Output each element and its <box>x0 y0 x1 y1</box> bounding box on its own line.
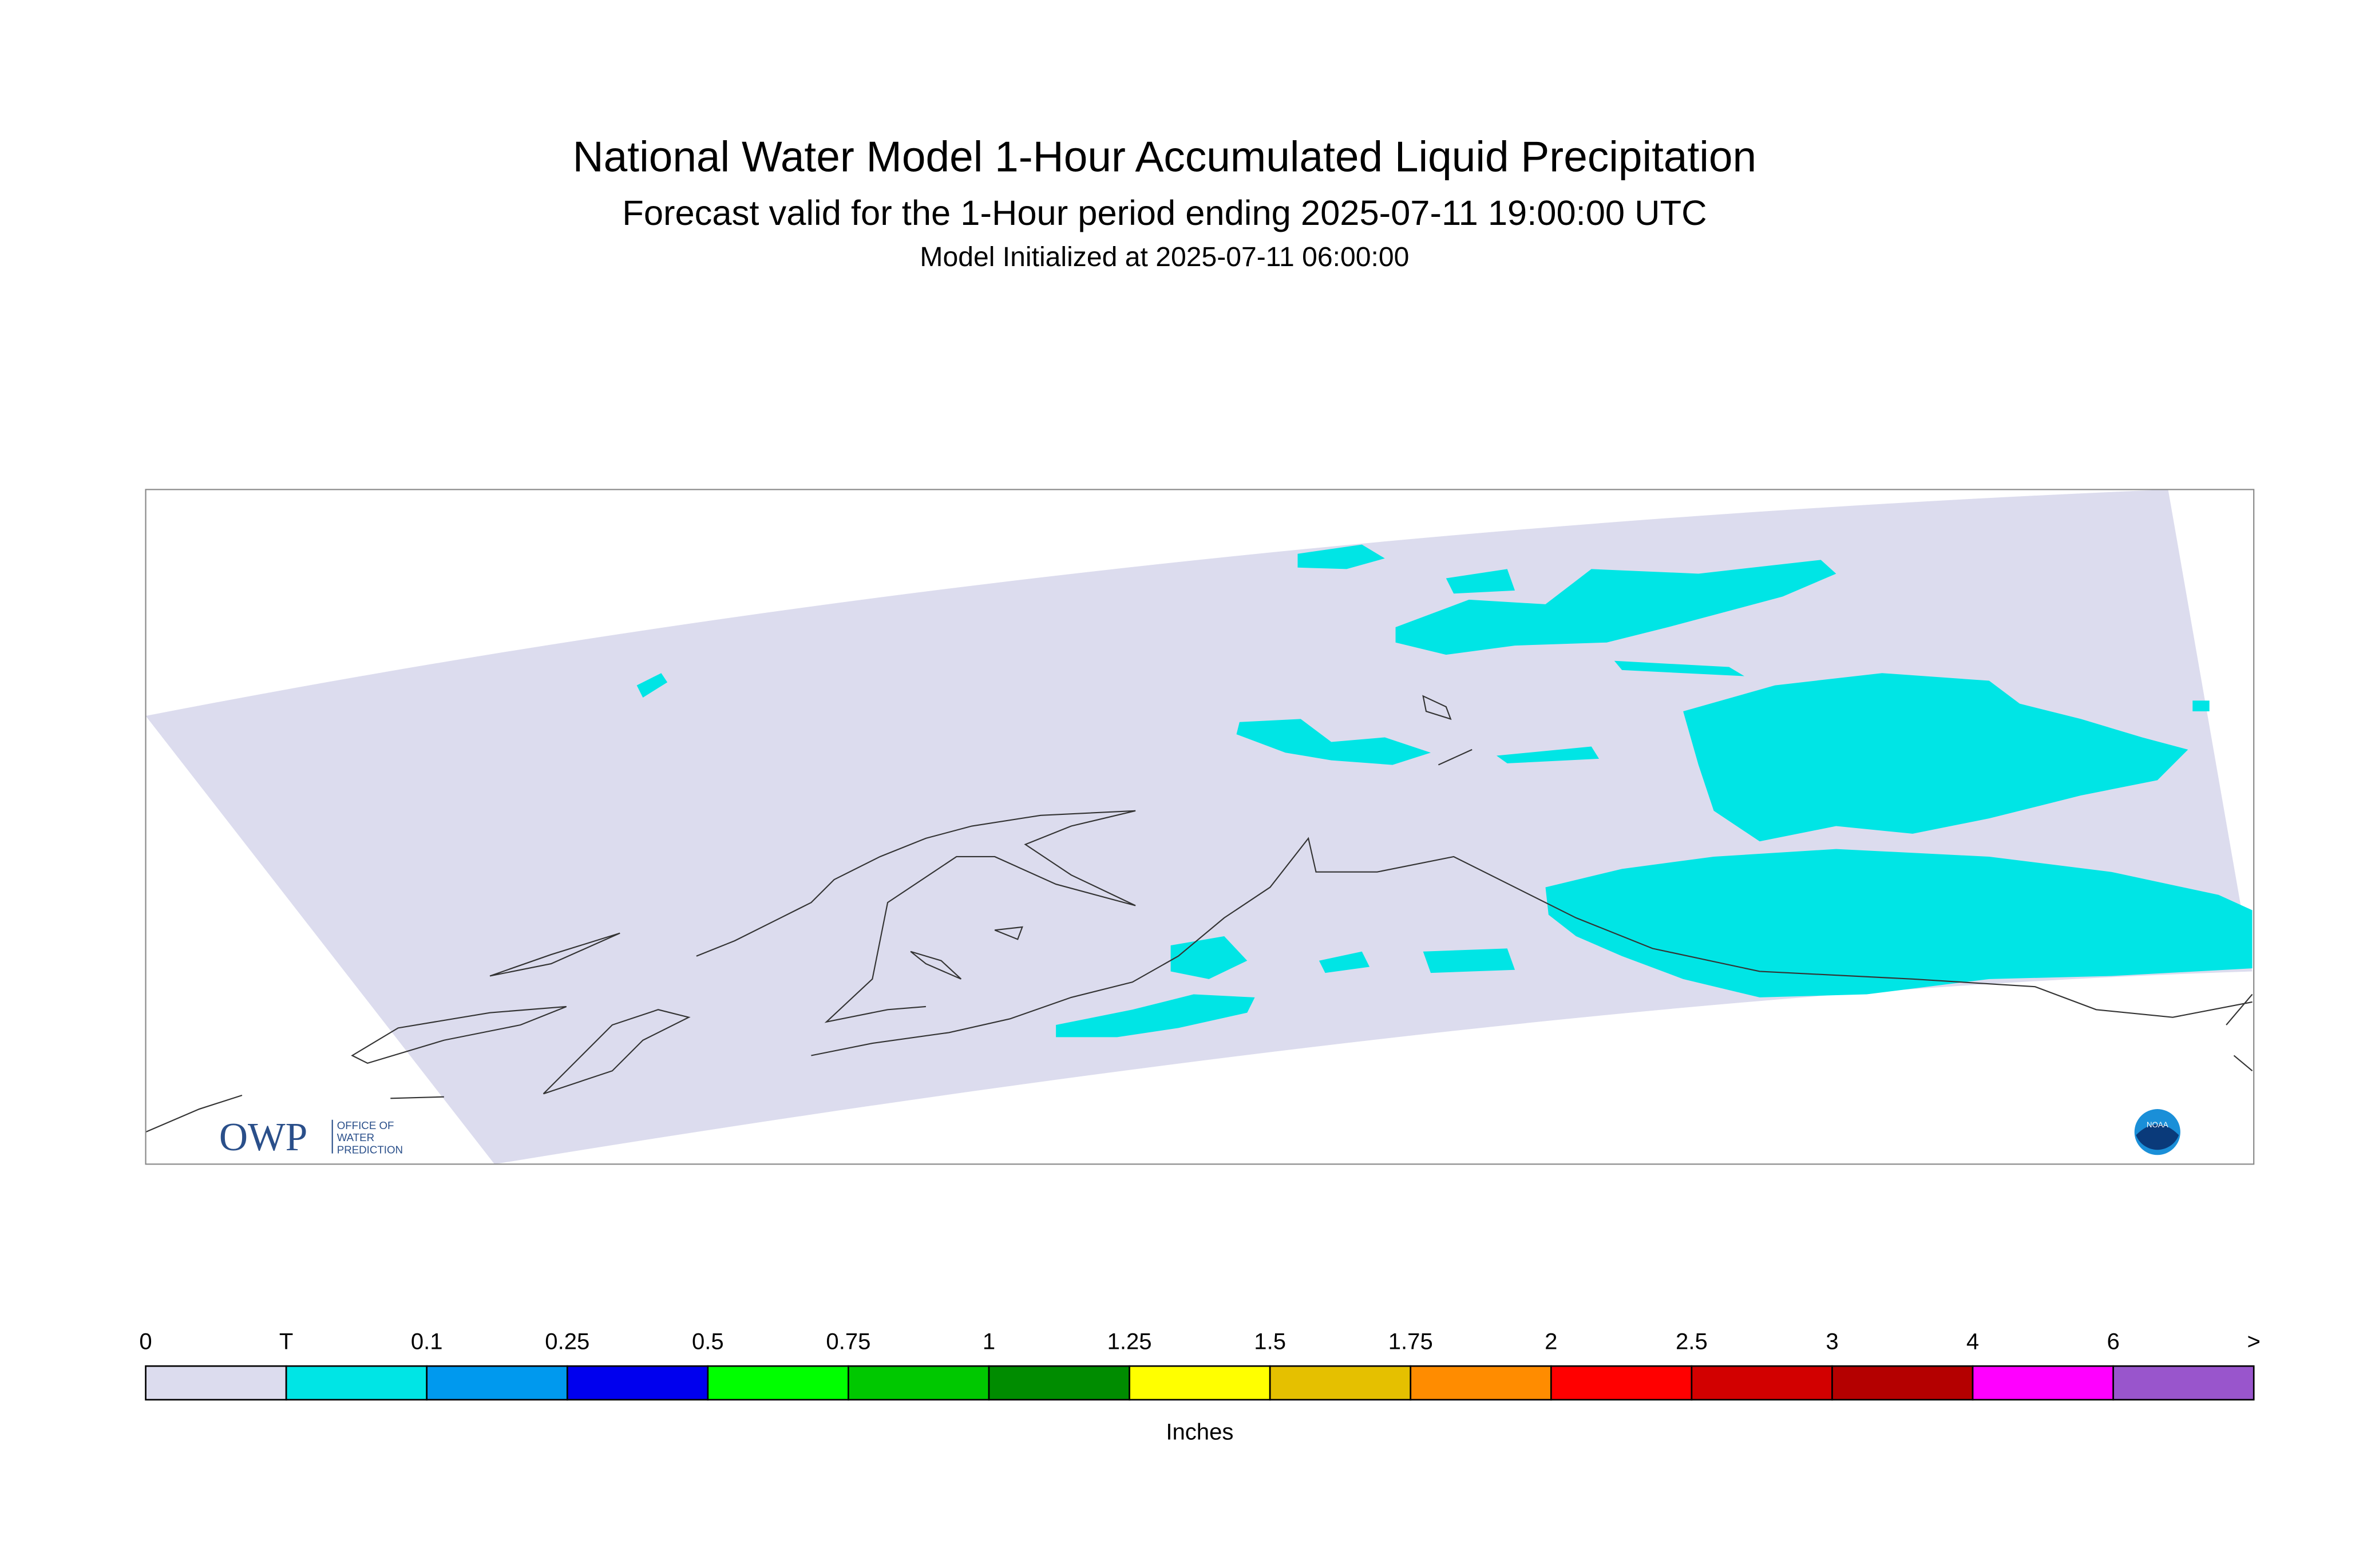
colorbar-units: Inches <box>1166 1419 1233 1444</box>
colorbar-label: T <box>279 1329 293 1355</box>
colorbar-box <box>1129 1365 1271 1401</box>
colorbar-box <box>1410 1365 1552 1401</box>
owp-line: OFFICE OF <box>337 1119 394 1131</box>
colorbar-box <box>848 1365 990 1401</box>
colorbar-label: 0 <box>139 1329 152 1355</box>
subtitle: Forecast valid for the 1-Hour period end… <box>622 193 1707 233</box>
colorbar-box <box>285 1365 428 1401</box>
colorbar-label: 2 <box>1545 1329 1557 1355</box>
owp-line: PREDICTION <box>337 1144 403 1156</box>
colorbar-label: > <box>2247 1329 2260 1355</box>
colorbar-label: 1.25 <box>1107 1329 1152 1355</box>
colorbar-box <box>2112 1365 2255 1401</box>
colorbar-box <box>566 1365 709 1401</box>
title: National Water Model 1-Hour Accumulated … <box>573 132 1757 180</box>
noaa-logo: NOAA <box>2134 1109 2180 1155</box>
colorbar-label: 1 <box>983 1329 995 1355</box>
model-domain <box>145 489 2253 1165</box>
colorbar-label: 1.75 <box>1388 1329 1433 1355</box>
colorbar-box <box>1972 1365 2114 1401</box>
colorbar-label: 6 <box>2107 1329 2119 1355</box>
map-frame <box>145 489 2255 1165</box>
colorbar: 0 T 0.1 0.25 0.5 0.75 1 1.25 1.5 1.75 2 2.5 3 4 6 > <box>139 1329 2261 1401</box>
precip-areas <box>636 544 2253 1038</box>
colorbar-box <box>988 1365 1130 1401</box>
colorbar-box <box>426 1365 568 1401</box>
colorbar-label: 1.5 <box>1254 1329 1286 1355</box>
owp-line: WATER <box>337 1131 374 1143</box>
colorbar-box <box>1550 1365 1693 1401</box>
colorbar-label: 3 <box>1826 1329 1838 1355</box>
colorbar-box <box>1269 1365 1412 1401</box>
colorbar-box <box>1831 1365 1974 1401</box>
colorbar-label: 4 <box>1966 1329 1979 1355</box>
colorbar-label: 2.5 <box>1676 1329 1708 1355</box>
colorbar-label: 0.5 <box>692 1329 724 1355</box>
map: OWP OFFICE OF WATER PREDICTION NOAA <box>145 489 2255 1165</box>
colorbar-label: 0.25 <box>545 1329 589 1355</box>
owp-text: OWP <box>219 1115 307 1159</box>
colorbar-label: 0.1 <box>411 1329 443 1355</box>
init-time: Model Initialized at 2025-07-11 06:00:00 <box>920 241 1409 272</box>
noaa-text: NOAA <box>2147 1120 2168 1129</box>
owp-logo: OWP OFFICE OF WATER PREDICTION <box>219 1115 403 1159</box>
colorbar-label: 0.75 <box>826 1329 870 1355</box>
colorbar-box <box>707 1365 849 1401</box>
coastlines <box>145 695 2253 1133</box>
colorbar-box <box>145 1365 287 1401</box>
colorbar-box <box>1691 1365 1833 1401</box>
